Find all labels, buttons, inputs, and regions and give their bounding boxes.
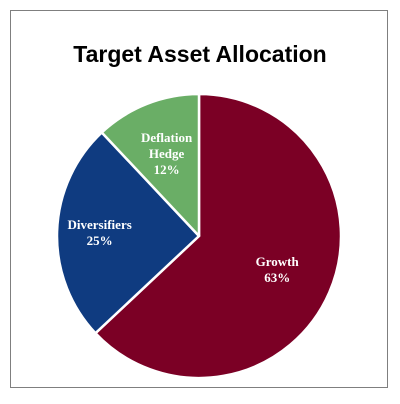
chart-title: Target Asset Allocation (73, 41, 327, 67)
pie-slice-growth (94, 92, 343, 380)
slice-name-label: Hedge (149, 146, 185, 161)
slice-label-deflation-hedge: Deflation Hedge 12% (141, 130, 193, 177)
slice-name-label: Growth (256, 254, 300, 269)
pie-slice-diversifiers (55, 131, 201, 335)
slice-name-label: Deflation (141, 130, 193, 145)
slice-value-label: 12% (154, 162, 180, 177)
slice-name-label: Diversifiers (68, 217, 132, 232)
pie-chart: Growth 63% Diversifiers 25% Deflation Hedge 12… (55, 92, 343, 380)
slice-value-label: 63% (264, 270, 290, 285)
slice-label-growth: Growth 63% (256, 254, 300, 285)
slice-value-label: 25% (87, 233, 113, 248)
chart-frame: Target Asset Allocation Growth 63% Diversi… (10, 10, 388, 388)
slice-label-diversifiers: Diversifiers 25% (68, 217, 132, 248)
pie-slice-deflation-hedge (100, 92, 201, 238)
